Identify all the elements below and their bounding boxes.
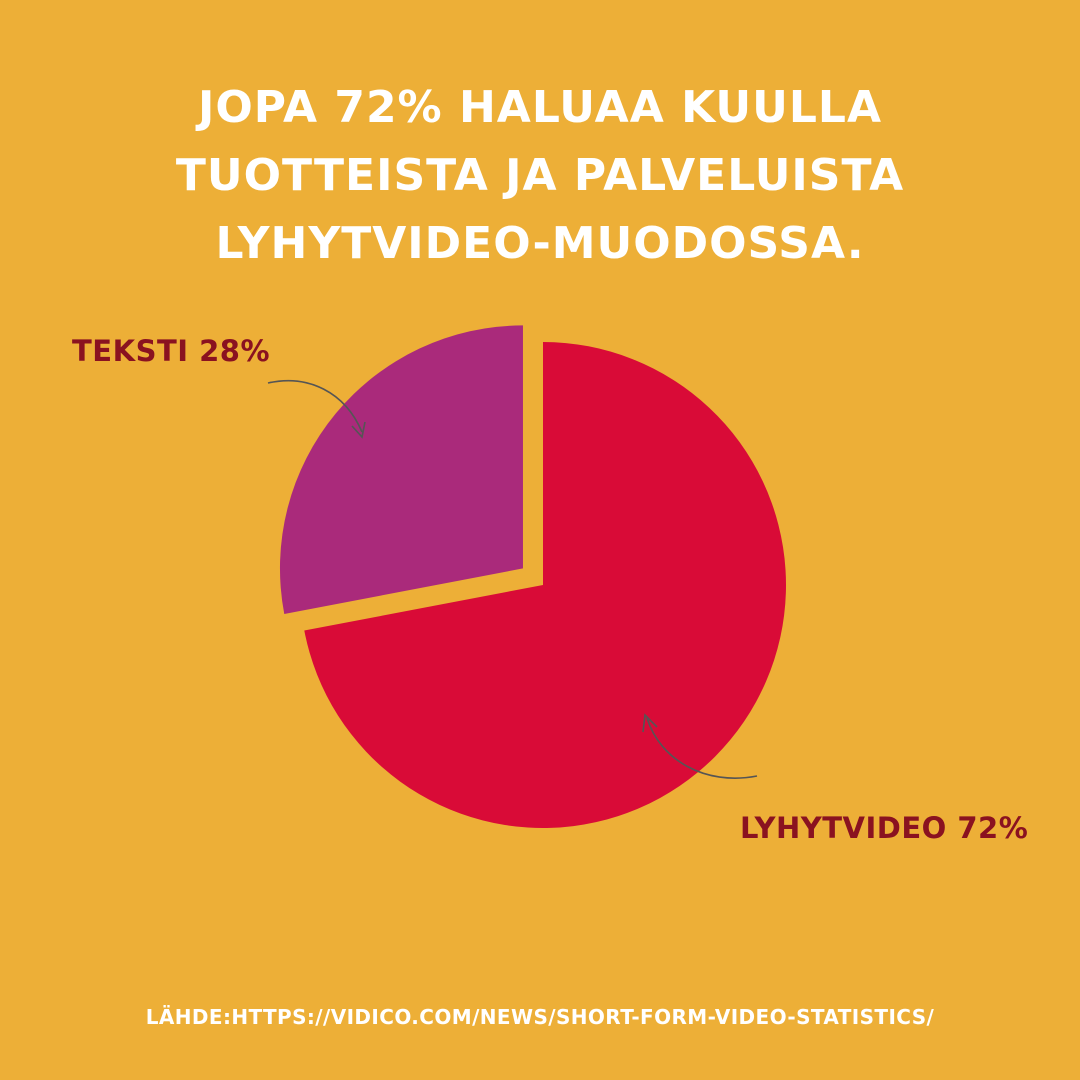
pie-slice-lyhytvideo xyxy=(304,342,786,828)
source-citation: LÄHDE:HTTPS://VIDICO.COM/NEWS/SHORT-FORM… xyxy=(145,1005,935,1029)
pie-slice-teksti xyxy=(279,325,523,614)
pie-chart xyxy=(279,325,786,828)
arrowhead-lyhytvideo-icon xyxy=(642,713,658,733)
slice-label-lyhytvideo: LYHYTVIDEO 72% xyxy=(740,811,1029,845)
arrow-to-teksti-slice xyxy=(267,379,363,433)
title-line-1: JOPA 72% HALUAA KUULLA xyxy=(197,82,883,133)
page-title: JOPA 72% HALUAA KUULLA TUOTTEISTA JA PAL… xyxy=(90,74,990,278)
title-line-2: TUOTTEISTA JA PALVELUISTA xyxy=(175,150,905,201)
arrow-to-lyhytvideo-slice xyxy=(646,717,758,779)
arrowhead-teksti-icon xyxy=(351,421,366,439)
title-line-3: LYHYTVIDEO-MUODOSSA. xyxy=(215,218,865,269)
slice-label-teksti: TEKSTI 28% xyxy=(72,334,271,368)
